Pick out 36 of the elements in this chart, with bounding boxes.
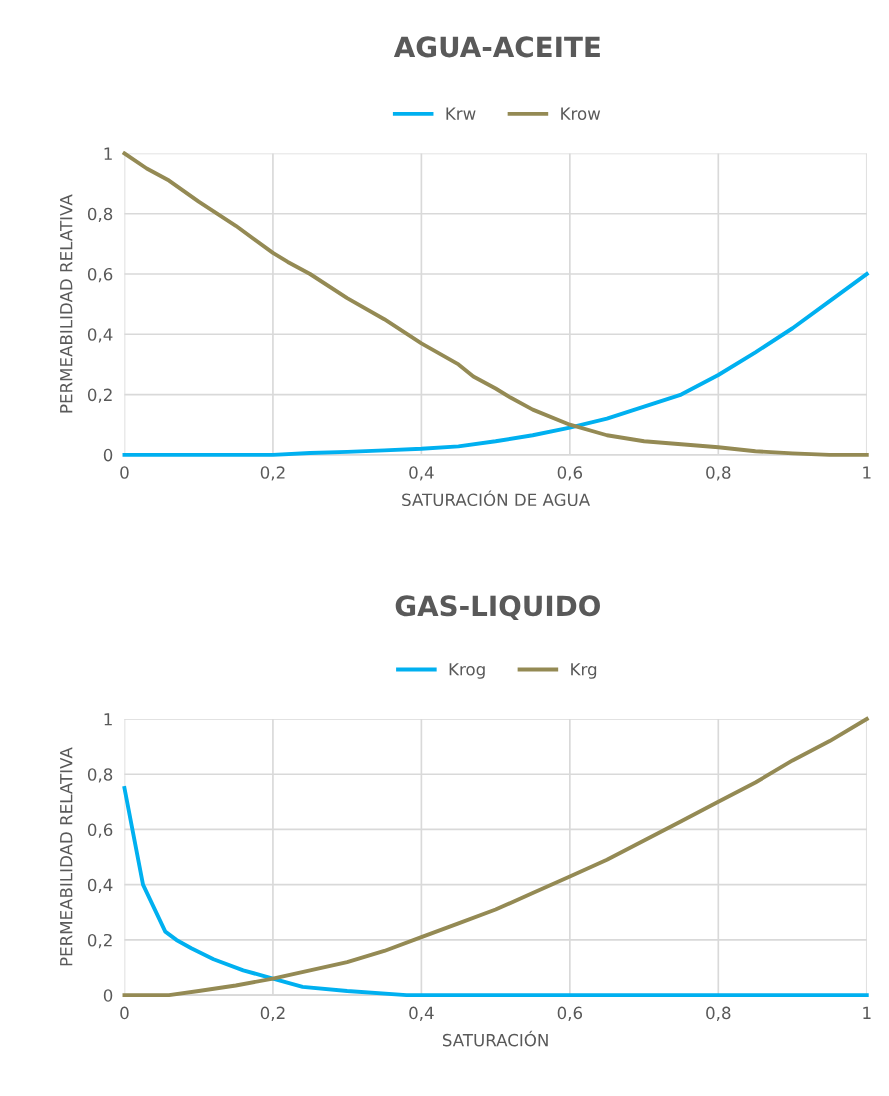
y-tick-label: 0,2 [87,388,112,403]
chart-title: GAS-LIQUIDO [395,595,600,620]
x-tick-label: 0,8 [706,1006,731,1021]
y-tick-label: 1 [104,147,112,160]
y-tick-label: 0,2 [87,933,112,949]
x-tick-label: 0 [120,1006,129,1020]
y-tick-label: 0 [103,989,113,1002]
x-tick-label: 1 [863,1006,871,1019]
x-tick-label: 0,8 [706,466,731,481]
y-tick-label: 0,4 [87,328,113,343]
legend-label: Krg [571,663,597,679]
x-tick-label: 0,2 [260,1006,285,1021]
x-tick-label: 0,4 [409,1006,434,1021]
x-tick-label: 1 [863,466,871,479]
chart-title: AGUA-ACEITE [393,36,600,58]
y-axis-title: PERMEABILIDAD RELATIVA [60,194,73,413]
y-tick-label: 1 [104,713,112,726]
y-axis-title: PERMEABILIDAD RELATIVA [60,747,73,966]
y-tick-label: 0,8 [87,207,113,222]
y-tick-label: 0 [103,448,113,462]
line-series [122,151,869,457]
legend-label: Krw [446,107,476,120]
x-tick-label: 0,2 [260,466,285,481]
x-axis-title: SATURACIÓN [442,1030,548,1047]
x-tick-label: 0,4 [409,466,434,481]
y-tick-label: 0,6 [87,823,113,838]
y-tick-label: 0,6 [87,267,113,283]
line-series [122,717,869,998]
x-tick-label: 0,6 [557,466,583,481]
x-tick-label: 0 [120,466,129,479]
x-tick-label: 0,6 [557,1006,583,1021]
legend-label: Krow [561,107,601,120]
y-tick-label: 0,8 [87,768,113,783]
legend-label: Krog [449,663,485,679]
x-axis-title: SATURACIÓN DE AGUA [402,490,591,507]
y-tick-label: 0,4 [87,878,113,893]
